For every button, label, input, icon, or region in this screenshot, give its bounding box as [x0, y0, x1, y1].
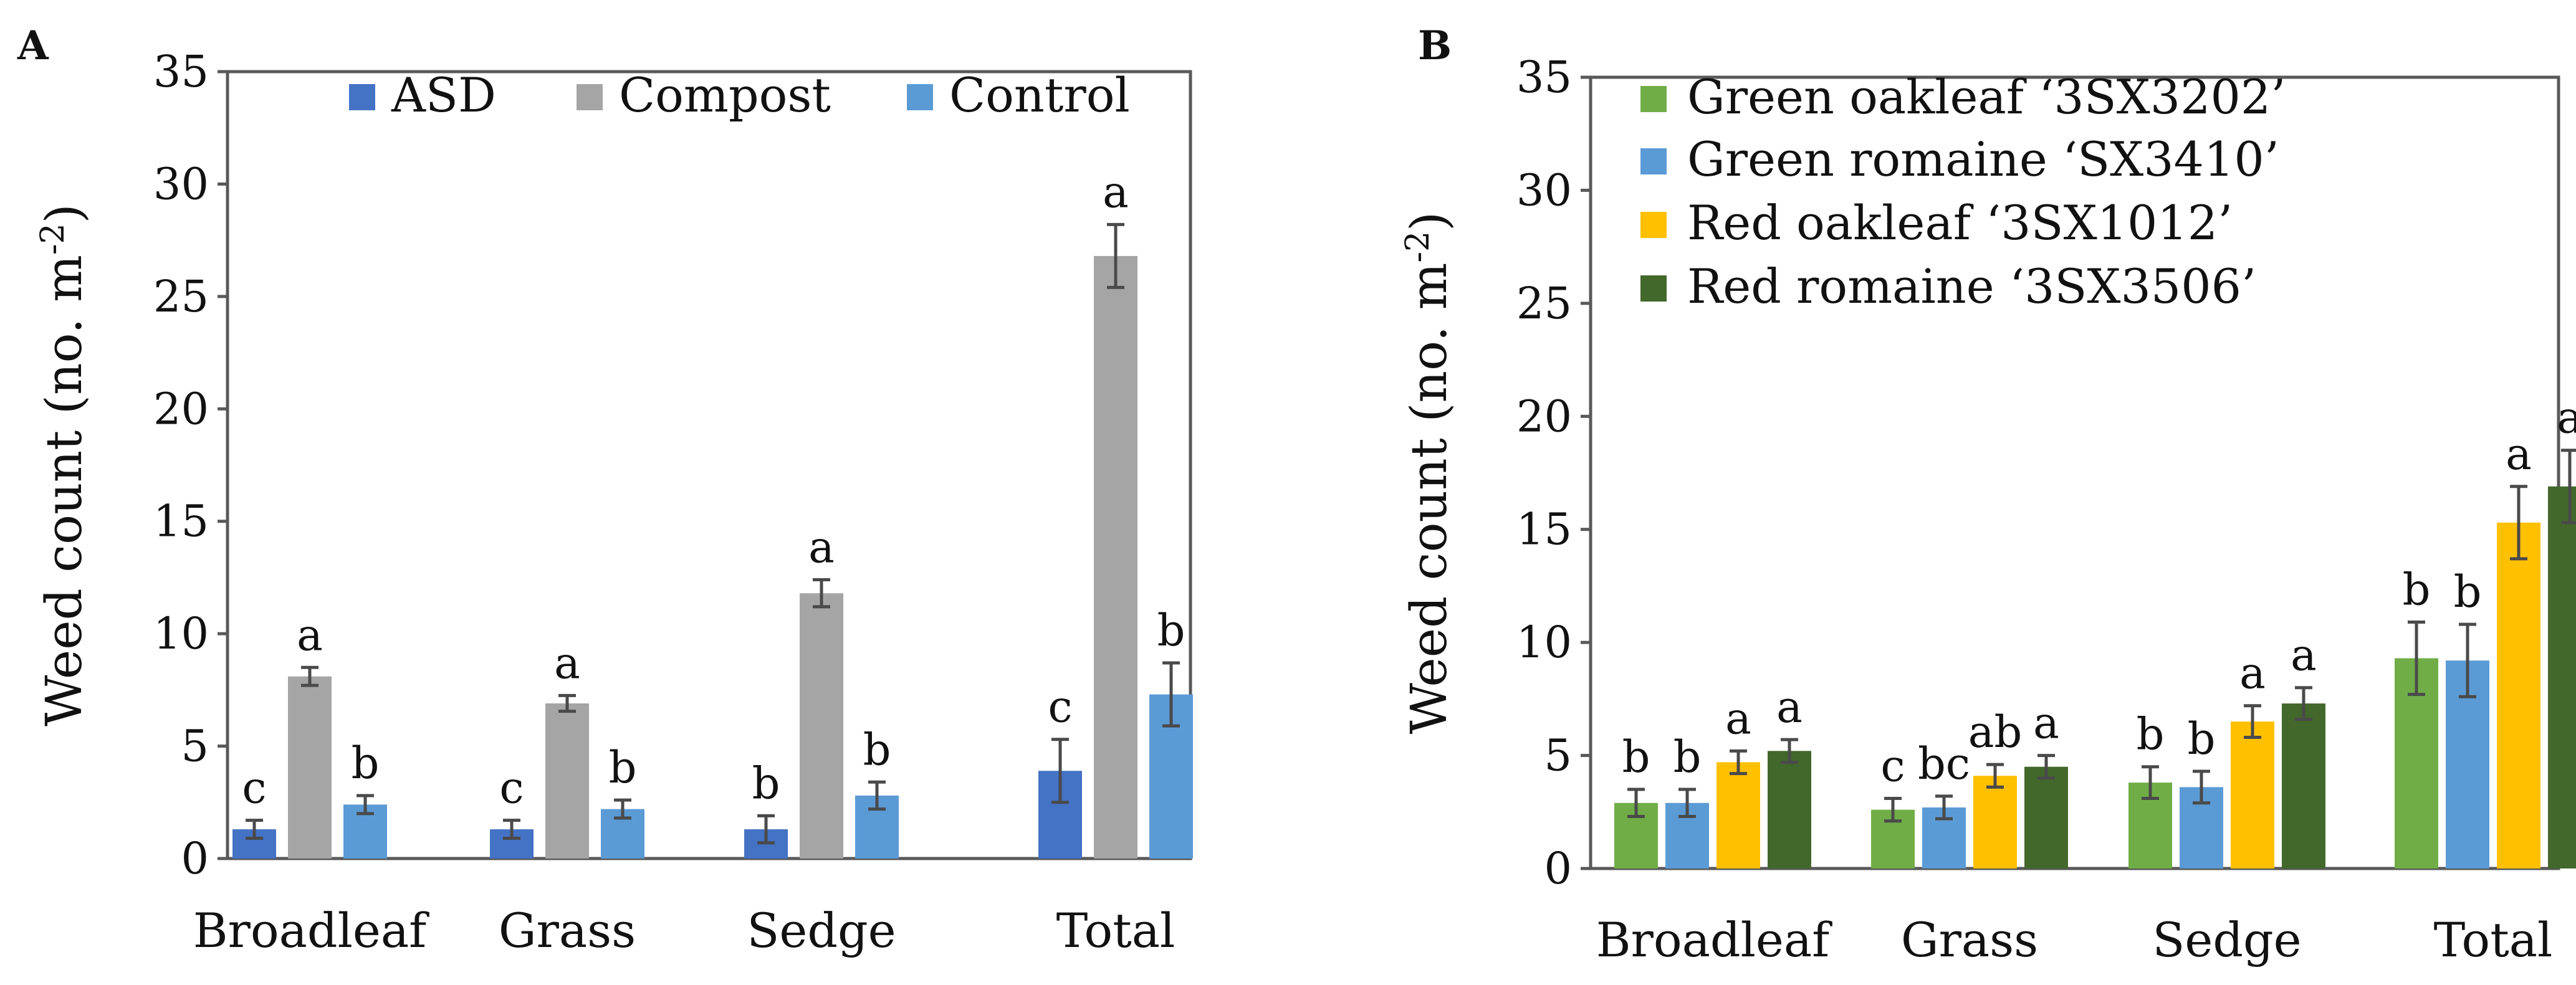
bar [2231, 721, 2274, 868]
legend-swatch [349, 84, 375, 110]
y-tick-label: 15 [1516, 504, 1572, 555]
legend-swatch [1640, 212, 1667, 238]
y-axis-label-superscript: -2 [1399, 231, 1437, 263]
legend-label: Red oakleaf ‘3SX1012’ [1687, 195, 2233, 250]
legend: Green oakleaf ‘3SX3202’ Green romaine ‘SX… [1640, 69, 2286, 314]
significance-letter: ab [1968, 707, 2023, 758]
y-tick-label: 10 [1516, 617, 1572, 668]
significance-letter: b [1673, 731, 1702, 783]
legend-label: Red romaine ‘3SX3506’ [1687, 259, 2256, 314]
significance-letter: a [1776, 682, 1803, 733]
y-tick-label: 25 [1516, 278, 1572, 329]
y-tick-label: 25 [153, 271, 209, 322]
legend-label: Green romaine ‘SX3410’ [1687, 131, 2279, 187]
bar [1973, 776, 2017, 868]
bar [2497, 522, 2540, 868]
x-category-label: Grass [1901, 912, 2038, 968]
y-axis-label-main: Weed count (no. m [1400, 263, 1458, 735]
x-category-label: Total [2434, 912, 2553, 968]
significance-letter: b [1157, 605, 1185, 656]
significance-letter: c [499, 763, 524, 814]
legend: ASD Compost Control [349, 67, 1130, 123]
significance-letter: a [2239, 648, 2266, 699]
significance-letter: b [2188, 713, 2216, 764]
significance-letter: bc [1918, 738, 1970, 789]
y-axis-label: Weed count (no. m-2) [1399, 212, 1458, 735]
y-tick-label: 20 [153, 383, 209, 434]
significance-letter: b [752, 758, 780, 809]
y-tick-label: 5 [1544, 730, 1572, 781]
y-axis-label-end: ) [1400, 212, 1458, 231]
bar [1717, 762, 1760, 868]
significance-letter: b [352, 738, 380, 789]
legend-swatch [1640, 275, 1667, 302]
y-tick-label: 20 [1516, 391, 1572, 442]
significance-letter: a [2291, 630, 2317, 681]
x-category-label: Sedge [747, 903, 896, 958]
bar [800, 593, 843, 859]
significance-letter: c [242, 763, 266, 814]
significance-letter: c [1048, 682, 1072, 733]
legend-label: ASD [391, 67, 496, 123]
legend-label: Control [949, 67, 1130, 123]
panel-label: A [17, 22, 49, 69]
significance-letter: a [2033, 698, 2059, 749]
x-category-label: Total [1056, 903, 1175, 958]
significance-letter: a [297, 609, 323, 660]
x-category-label: Broadleaf [193, 903, 429, 958]
legend-swatch [577, 84, 603, 110]
x-category-label: Grass [499, 903, 636, 958]
x-category-label: Sedge [2152, 912, 2301, 968]
bar [545, 703, 589, 859]
legend-swatch [1640, 86, 1667, 112]
significance-letter: a [2557, 393, 2576, 444]
significance-letter: c [1880, 741, 1905, 792]
y-tick-label: 35 [153, 46, 209, 97]
y-tick-label: 15 [153, 496, 209, 547]
significance-letter: a [808, 522, 835, 573]
significance-letter: a [1725, 693, 1751, 744]
legend-swatch [1640, 148, 1667, 174]
bar [288, 676, 332, 859]
significance-letter: b [1622, 731, 1650, 783]
y-axis-label: Weed count (no. m-2) [34, 204, 93, 726]
chart-panel-A: A 0 5 10 15 20 25 30 35 Weed count (no. m-2) c a b Br… [17, 22, 1193, 958]
y-axis-label-main: Weed count (no. m [35, 255, 93, 726]
legend-label: Compost [619, 67, 831, 123]
y-axis-label-superscript: -2 [34, 223, 72, 255]
y-tick-label: 5 [181, 721, 209, 772]
y-tick-label: 30 [153, 158, 209, 209]
significance-letter: a [1103, 166, 1129, 217]
significance-letter: b [2137, 709, 2165, 760]
y-axis-label-end: ) [35, 204, 93, 223]
y-tick-label: 35 [1516, 52, 1572, 103]
bar [1094, 255, 1137, 859]
significance-letter: b [2454, 566, 2482, 617]
y-tick-label: 0 [181, 833, 209, 884]
x-category-label: Broadleaf [1596, 912, 1832, 968]
legend-label: Green oakleaf ‘3SX3202’ [1687, 69, 2286, 125]
panel-label: B [1418, 22, 1452, 69]
significance-letter: b [2403, 564, 2431, 615]
plot-frame [226, 70, 1192, 860]
legend-swatch [907, 84, 933, 110]
y-tick-label: 30 [1516, 164, 1572, 216]
significance-letter: a [2506, 429, 2532, 480]
significance-letter: b [609, 742, 637, 793]
bar [1768, 751, 1811, 868]
significance-letter: b [863, 724, 891, 775]
bar [2024, 766, 2068, 868]
bar [2548, 486, 2576, 868]
y-tick-label: 10 [153, 608, 209, 659]
plot-frame [1589, 75, 2560, 870]
bar [2282, 703, 2325, 868]
y-tick-label: 0 [1544, 843, 1572, 894]
significance-letter: a [554, 637, 580, 688]
